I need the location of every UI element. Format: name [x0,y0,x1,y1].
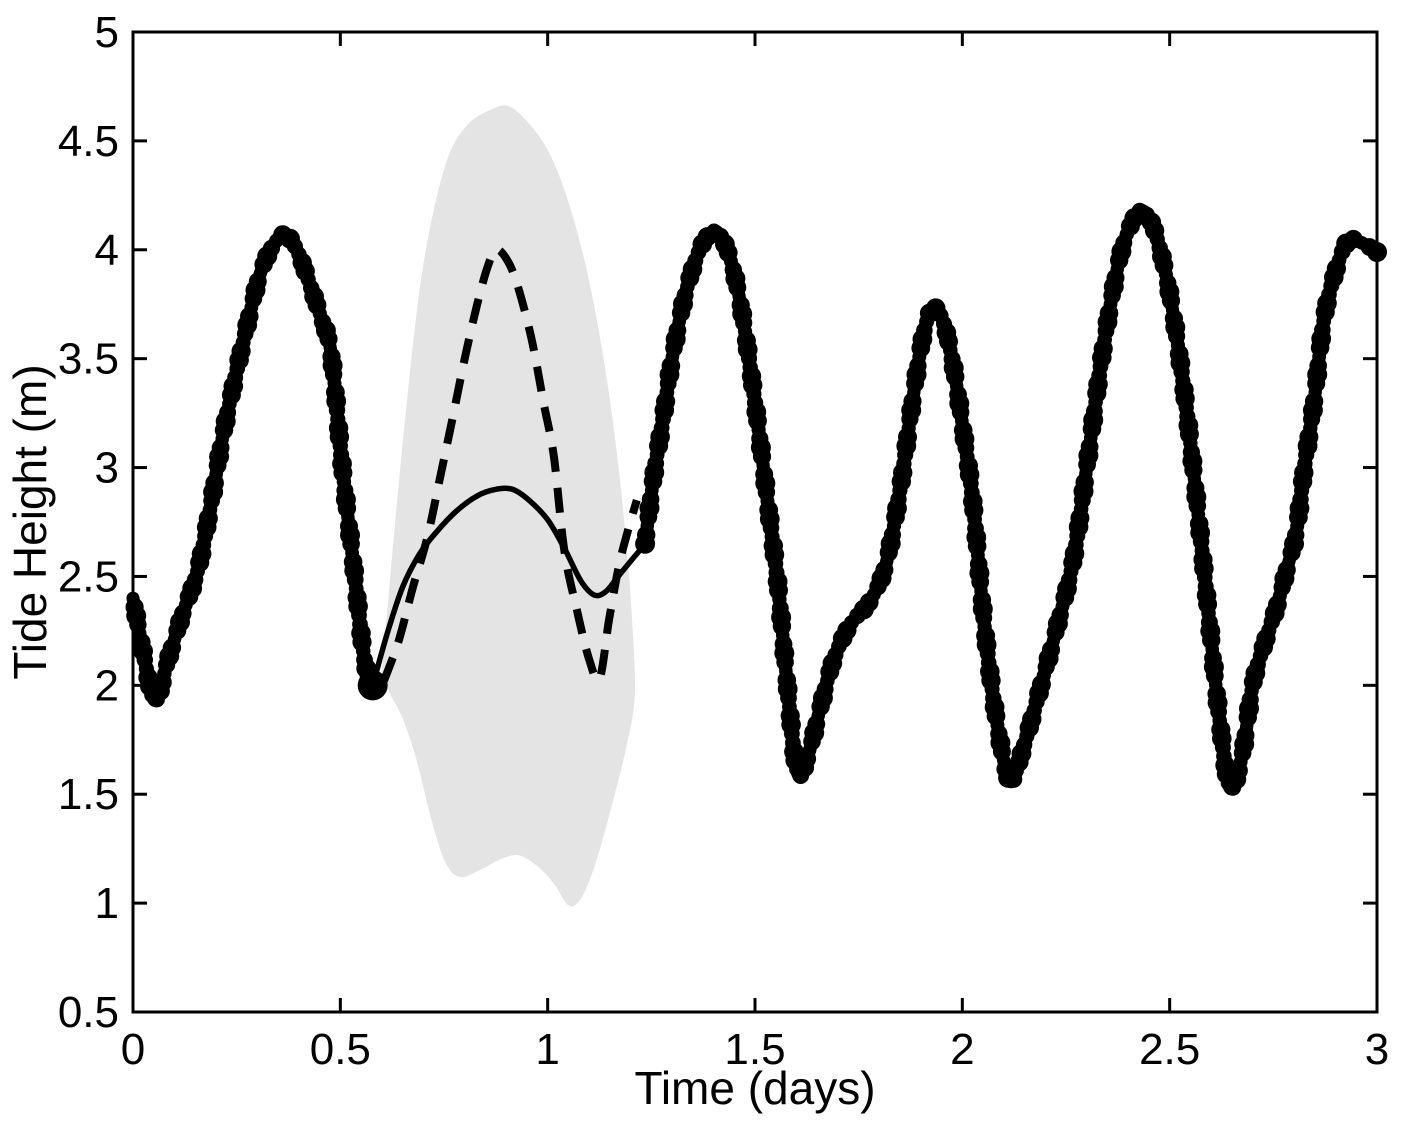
y-tick-label: 3 [95,444,119,493]
x-tick-label: 1.5 [724,1025,785,1074]
y-tick-label: 2.5 [58,552,119,601]
y-tick-label: 5 [95,8,119,57]
x-axis-label: Time (days) [634,1062,875,1114]
y-tick-label: 0.5 [58,988,119,1037]
observed-curve-segment [638,203,1384,796]
y-tick-label: 2 [95,661,119,710]
x-tick-label: 1 [535,1025,559,1074]
y-tick-label: 4.5 [58,117,119,166]
y-tick-label: 1 [95,879,119,928]
y-tick-label: 1.5 [58,770,119,819]
uncertainty-band-layer [381,105,636,907]
forecast-solid-layer [369,485,645,689]
x-tick-label: 2 [950,1025,974,1074]
x-tick-label: 2.5 [1139,1025,1200,1074]
forecast-mean-line [369,485,645,689]
uncertainty-band-area [381,105,636,907]
y-axis-label: Tide Height (m) [4,364,56,679]
forecast-origin-marker [357,670,388,701]
axes-layer: 0 0.5 1 1.5 2 2.5 354.543.532.521.510.5 [58,8,1389,1074]
x-tick-label: 3 [1365,1025,1389,1074]
y-tick-label: 4 [95,226,119,275]
x-tick-label: 0.5 [310,1025,371,1074]
observed-series-layer [125,202,1387,796]
forecast-dashed-line [380,245,641,685]
y-tick-label: 3.5 [58,335,119,384]
x-tick-label: 0 [121,1025,145,1074]
forecast-dashed-layer [380,245,641,685]
